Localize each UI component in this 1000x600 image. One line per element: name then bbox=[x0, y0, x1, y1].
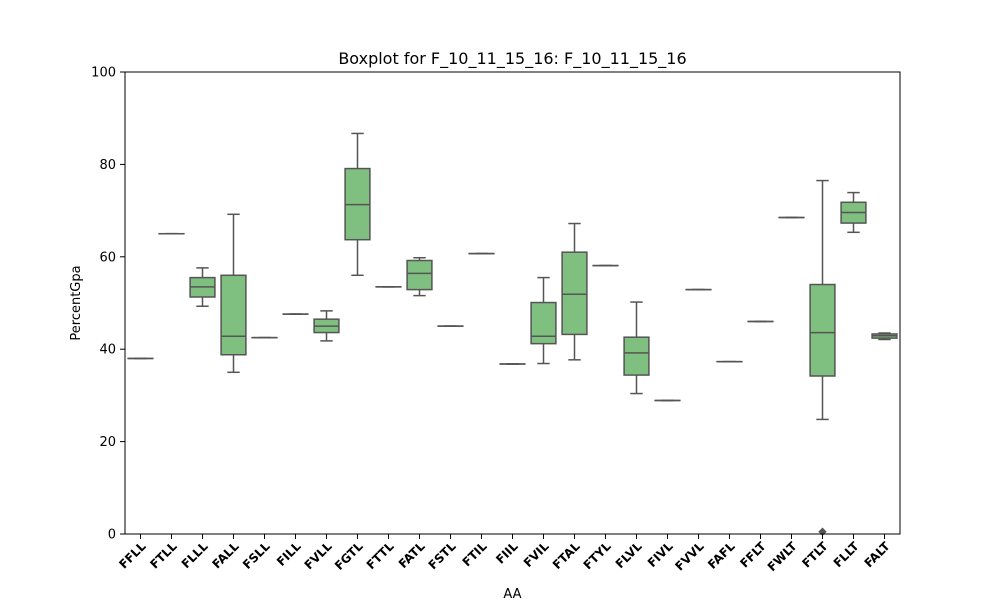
x-tick-label-FILL: FILL bbox=[274, 539, 304, 569]
x-tick-label-FTTL: FTTL bbox=[364, 539, 397, 572]
y-tick-label: 60 bbox=[99, 250, 116, 265]
box-FALT bbox=[871, 332, 898, 341]
box-FVIL bbox=[530, 276, 557, 365]
x-tick-label-FLVL: FLVL bbox=[613, 539, 645, 571]
y-tick-label: 40 bbox=[99, 343, 116, 358]
x-tick-label-FTYL: FTYL bbox=[581, 539, 614, 572]
x-tick-label-FVVL: FVVL bbox=[672, 539, 706, 573]
x-tick-label-FLLL: FLLL bbox=[179, 539, 211, 571]
x-axis-label: AA bbox=[503, 587, 521, 600]
x-tick-label-FSLL: FSLL bbox=[240, 539, 273, 572]
x-tick-label-FTLL: FTLL bbox=[147, 539, 180, 572]
x-tick-label-FTIL: FTIL bbox=[460, 539, 490, 569]
y-tick-label: 80 bbox=[99, 158, 116, 173]
iqr-box bbox=[406, 259, 433, 291]
chart-title: Boxplot for F_10_11_15_16: F_10_11_15_16 bbox=[338, 49, 686, 69]
x-tick-label-FTAL: FTAL bbox=[550, 539, 583, 572]
x-tick-label-FIVL: FIVL bbox=[645, 539, 676, 570]
y-tick-label: 0 bbox=[108, 528, 116, 543]
iqr-box bbox=[809, 283, 836, 377]
x-tick-label-FFLT: FFLT bbox=[737, 539, 769, 571]
box-FTLT bbox=[809, 179, 836, 536]
y-tick-label: 20 bbox=[99, 435, 116, 450]
x-tick-label-FALT: FALT bbox=[862, 539, 894, 571]
x-tick-label-FAFL: FAFL bbox=[705, 539, 738, 572]
y-tick-label: 100 bbox=[91, 66, 116, 81]
box-FLLT bbox=[840, 191, 867, 234]
iqr-box bbox=[623, 336, 650, 376]
iqr-box bbox=[530, 301, 557, 345]
x-tick-label-FGTL: FGTL bbox=[332, 539, 366, 573]
y-axis-label: PercentGpa bbox=[69, 265, 84, 340]
box-FTAL bbox=[561, 222, 588, 361]
x-tick-label-FVIL: FVIL bbox=[521, 539, 552, 570]
box-FVLL bbox=[313, 310, 340, 342]
x-tick-label-FTLT: FTLT bbox=[799, 539, 831, 571]
box-FATL bbox=[406, 256, 433, 297]
iqr-box bbox=[561, 251, 588, 336]
x-tick-label-FATL: FATL bbox=[396, 539, 428, 571]
iqr-box bbox=[220, 274, 247, 356]
x-tick-label-FSTL: FSTL bbox=[426, 539, 459, 572]
y-axis: 0 20 40 60 80 100 bbox=[91, 66, 125, 543]
x-tick-label-FFLL: FFLL bbox=[116, 539, 149, 572]
x-tick-label-FVLL: FVLL bbox=[302, 539, 335, 572]
box-FALL bbox=[220, 213, 247, 374]
box-FGTL bbox=[344, 132, 371, 277]
box-FLVL bbox=[623, 301, 650, 395]
x-tick-label-FLLT: FLLT bbox=[831, 539, 862, 570]
x-tick-label-FIIL: FIIL bbox=[493, 539, 521, 567]
x-tick-label-FWLT: FWLT bbox=[765, 539, 800, 574]
box-FLLL bbox=[189, 267, 216, 307]
x-tick-label-FALL: FALL bbox=[210, 539, 242, 571]
boxes-layer bbox=[127, 132, 898, 536]
